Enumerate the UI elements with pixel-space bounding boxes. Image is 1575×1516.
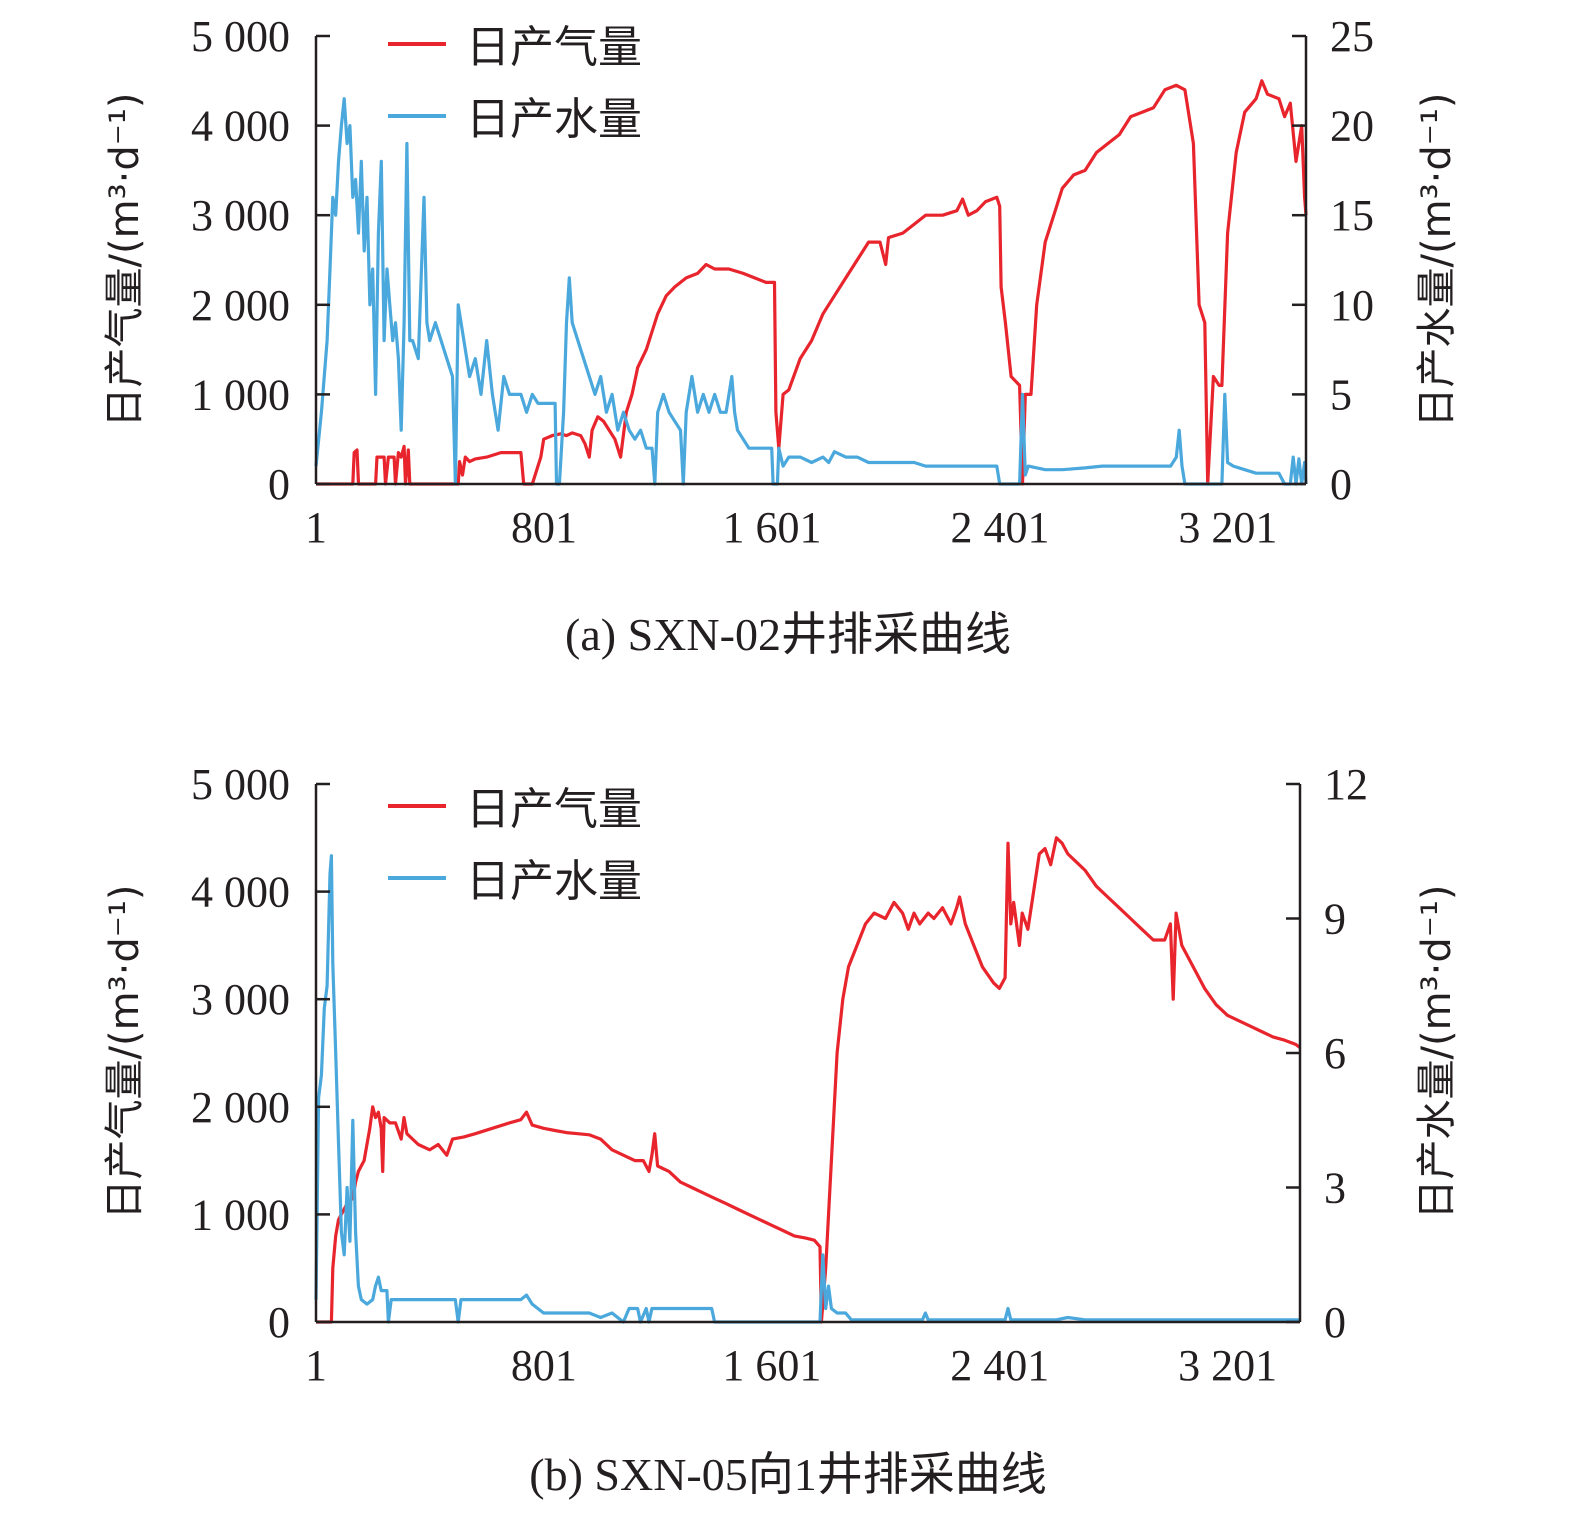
x-tick-label: 801 <box>511 1341 577 1390</box>
legend-a: 日产气量 日产水量 <box>388 22 642 145</box>
series-line-gas <box>316 79 1308 486</box>
y-axis-title-left: 日产气量/(m³·d⁻¹) <box>102 885 148 1220</box>
y-left-tick-label: 0 <box>268 460 290 509</box>
y-left-tick-label: 5 000 <box>191 760 290 809</box>
x-tick-label: 2 401 <box>950 1341 1049 1390</box>
y-right-tick-label: 12 <box>1324 760 1368 809</box>
axes-b <box>314 784 1302 1324</box>
y-left-tick-label: 2 000 <box>191 281 290 330</box>
y-left-tick-label: 0 <box>268 1298 290 1347</box>
y-right-tick-label: 9 <box>1324 895 1346 944</box>
y-right-tick-label: 15 <box>1330 191 1374 240</box>
series-line-water <box>314 854 1300 1324</box>
y-right-tick-label: 3 <box>1324 1164 1346 1213</box>
legend-label-water: 日产水量 <box>466 94 642 145</box>
y-left-tick-label: 5 000 <box>191 12 290 61</box>
y-right-tick-label: 5 <box>1330 370 1352 419</box>
legend-b: 日产气量 日产水量 <box>388 784 642 907</box>
y-right-tick-label: 20 <box>1330 102 1374 151</box>
y-left-tick-label: 1 000 <box>191 370 290 419</box>
ticks-a: 0 1 000 2 000 3 000 4 000 5 000 0 5 10 15 20 25 1 801… <box>191 12 1374 552</box>
axes-a <box>314 36 1308 486</box>
ticks-b: 0 1 000 2 000 3 000 4 000 5 000 0 3 6 9 12 1 801 1 60… <box>191 760 1368 1390</box>
chart-panel-a: 0 1 000 2 000 3 000 4 000 5 000 0 5 10 15 20 25 1 801… <box>102 12 1460 660</box>
legend-label-gas: 日产气量 <box>466 784 642 835</box>
legend-label-gas: 日产气量 <box>466 22 642 73</box>
chart-panel-b: 0 1 000 2 000 3 000 4 000 5 000 0 3 6 9 12 1 801 1 60… <box>102 760 1460 1500</box>
y-left-tick-label: 4 000 <box>191 102 290 151</box>
plot-lines-b <box>314 836 1301 1324</box>
x-tick-label: 1 <box>305 503 327 552</box>
y-axis-title-left: 日产气量/(m³·d⁻¹) <box>102 93 148 428</box>
y-axis-title-right: 日产水量/(m³·d⁻¹) <box>1414 885 1460 1220</box>
y-left-tick-label: 1 000 <box>191 1190 290 1239</box>
y-right-tick-label: 10 <box>1330 281 1374 330</box>
y-left-tick-label: 4 000 <box>191 868 290 917</box>
y-left-tick-label: 3 000 <box>191 975 290 1024</box>
x-tick-label: 1 <box>305 1341 327 1390</box>
y-right-tick-label: 0 <box>1324 1298 1346 1347</box>
series-line-gas <box>316 836 1301 1324</box>
x-tick-label: 1 601 <box>722 1341 821 1390</box>
y-left-tick-label: 2 000 <box>191 1083 290 1132</box>
x-tick-label: 801 <box>511 503 577 552</box>
y-right-tick-label: 0 <box>1330 460 1352 509</box>
caption-b: (b) SXN-05向1井排采曲线 <box>529 1449 1046 1500</box>
x-tick-label: 1 601 <box>722 503 821 552</box>
y-axis-title-right: 日产水量/(m³·d⁻¹) <box>1414 93 1460 428</box>
x-tick-label: 3 201 <box>1178 1341 1277 1390</box>
x-tick-label: 2 401 <box>950 503 1049 552</box>
plot-lines-a <box>314 79 1308 486</box>
legend-label-water: 日产水量 <box>466 856 642 907</box>
y-right-tick-label: 25 <box>1330 12 1374 61</box>
x-tick-label: 3 201 <box>1178 503 1277 552</box>
y-right-tick-label: 6 <box>1324 1029 1346 1078</box>
caption-a: (a) SXN-02井排采曲线 <box>565 609 1011 660</box>
series-line-water <box>314 97 1308 486</box>
y-left-tick-label: 3 000 <box>191 191 290 240</box>
